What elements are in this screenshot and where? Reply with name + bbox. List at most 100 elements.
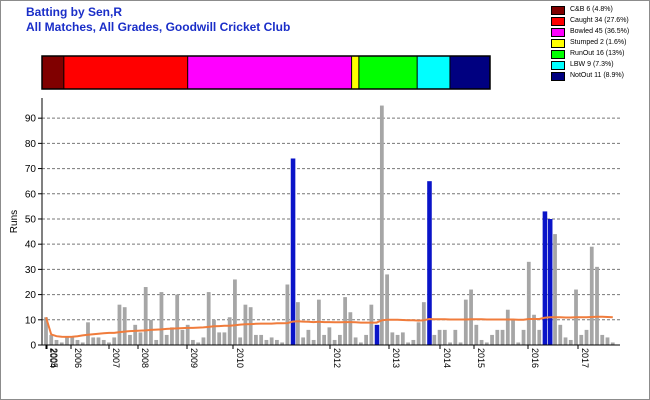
bar-innings [553, 234, 557, 345]
average-line [45, 315, 613, 338]
y-tick-label: 40 [25, 240, 37, 251]
bar-innings [269, 337, 274, 345]
bar-innings [101, 339, 106, 345]
dismissal-segment-caught [63, 56, 188, 89]
legend-label-cb: C&B 6 (4.8%) [570, 6, 613, 13]
bar-innings [595, 266, 599, 345]
bar-innings [91, 337, 96, 345]
bar-innings [385, 274, 389, 345]
bar-innings [505, 309, 510, 345]
bar-innings [222, 332, 227, 345]
bar-innings [159, 292, 164, 345]
bar-innings [227, 317, 232, 345]
bar-innings [332, 339, 337, 345]
bar-innings [128, 334, 132, 345]
legend-item-stumped: Stumped 2 (1.6%) [550, 37, 648, 48]
bar-innings [453, 329, 458, 345]
x-tick-label: 2016 [530, 348, 540, 368]
dismissal-segment-runout [358, 56, 418, 89]
bar-innings [463, 299, 468, 345]
bar-innings [474, 324, 479, 345]
y-tick-label: 30 [25, 265, 37, 276]
x-tick-label: 2017 [580, 348, 590, 368]
bar-innings [610, 342, 615, 345]
bar-innings [511, 319, 515, 345]
y-tick-label: 70 [25, 164, 37, 175]
bar-innings [191, 339, 195, 345]
bar-innings [532, 314, 536, 345]
bar-innings [65, 337, 69, 345]
bar-innings [296, 302, 300, 345]
dismissal-segment-cb [42, 56, 64, 89]
legend-swatch-stumped [551, 39, 565, 48]
bar-innings [112, 337, 117, 345]
bar-innings [143, 287, 148, 345]
bar-innings [353, 337, 358, 345]
y-tick-label: 50 [25, 214, 37, 225]
bar-innings [589, 246, 594, 345]
y-axis-label: Runs [9, 210, 20, 233]
bar-innings [285, 284, 290, 345]
bar-innings [490, 334, 494, 345]
y-tick-label: 10 [25, 315, 37, 326]
bar-innings [421, 302, 426, 345]
chart-subtitle: All Matches, All Grades, Goodwill Cricke… [26, 20, 291, 34]
bar-innings [600, 334, 605, 345]
y-tick-label: 20 [25, 290, 37, 301]
bar-innings [448, 342, 452, 345]
bar-innings [49, 334, 54, 345]
bar-innings [254, 334, 258, 345]
dismissal-segment-stumped [351, 56, 359, 89]
bar-innings [327, 327, 332, 345]
bar-innings [605, 337, 610, 345]
legend-label-caught: Caught 34 (27.6%) [570, 17, 629, 24]
x-tick-label: 2013 [391, 348, 401, 368]
bar-innings [264, 339, 269, 345]
bar-notout [290, 158, 296, 345]
bar-innings [96, 337, 101, 345]
bar-innings [390, 332, 395, 345]
x-tick-label: 2007 [111, 348, 121, 368]
bar-innings [122, 307, 127, 345]
legend-label-notout: NotOut 11 (8.9%) [570, 72, 624, 79]
bar-innings [343, 297, 348, 345]
bar-innings [280, 342, 285, 345]
legend: C&B 6 (4.8%) Caught 34 (27.6%) Bowled 45… [550, 4, 648, 81]
bar-innings [217, 332, 222, 345]
bar-innings [133, 324, 138, 345]
legend-swatch-cb [551, 6, 565, 15]
bar-innings [442, 329, 447, 345]
bar-innings [379, 105, 384, 346]
bar-innings [469, 289, 473, 345]
dismissal-segment-notout [449, 56, 490, 89]
bar-innings [180, 329, 185, 345]
dismissal-strip-border [41, 55, 491, 90]
bar-innings [164, 334, 169, 345]
x-tick-label: 2010 [235, 348, 245, 368]
bar-innings [584, 329, 589, 345]
bar-innings [306, 329, 311, 345]
x-tick-label: 2012 [332, 348, 342, 368]
bar-innings [311, 339, 316, 345]
legend-item-runout: RunOut 16 (13%) [550, 48, 648, 59]
bar-innings [579, 334, 584, 345]
bar-innings [175, 294, 180, 345]
legend-swatch-caught [551, 17, 565, 26]
bar-innings [212, 319, 216, 345]
bar-innings [54, 339, 59, 345]
x-tick-label: 2009 [189, 348, 199, 368]
bar-innings [416, 322, 421, 345]
bar-innings [238, 337, 243, 345]
bar-innings [70, 337, 75, 345]
legend-item-lbw: LBW 9 (7.3%) [550, 59, 648, 70]
bar-notout [547, 218, 553, 345]
bar-innings [59, 342, 64, 345]
bar-innings [348, 312, 353, 345]
legend-item-caught: Caught 34 (27.6%) [550, 15, 648, 26]
bar-innings [484, 342, 489, 345]
legend-label-stumped: Stumped 2 (1.6%) [570, 39, 627, 46]
bar-innings [196, 342, 201, 345]
y-tick-label: 0 [30, 341, 36, 352]
bar-innings [337, 334, 342, 345]
